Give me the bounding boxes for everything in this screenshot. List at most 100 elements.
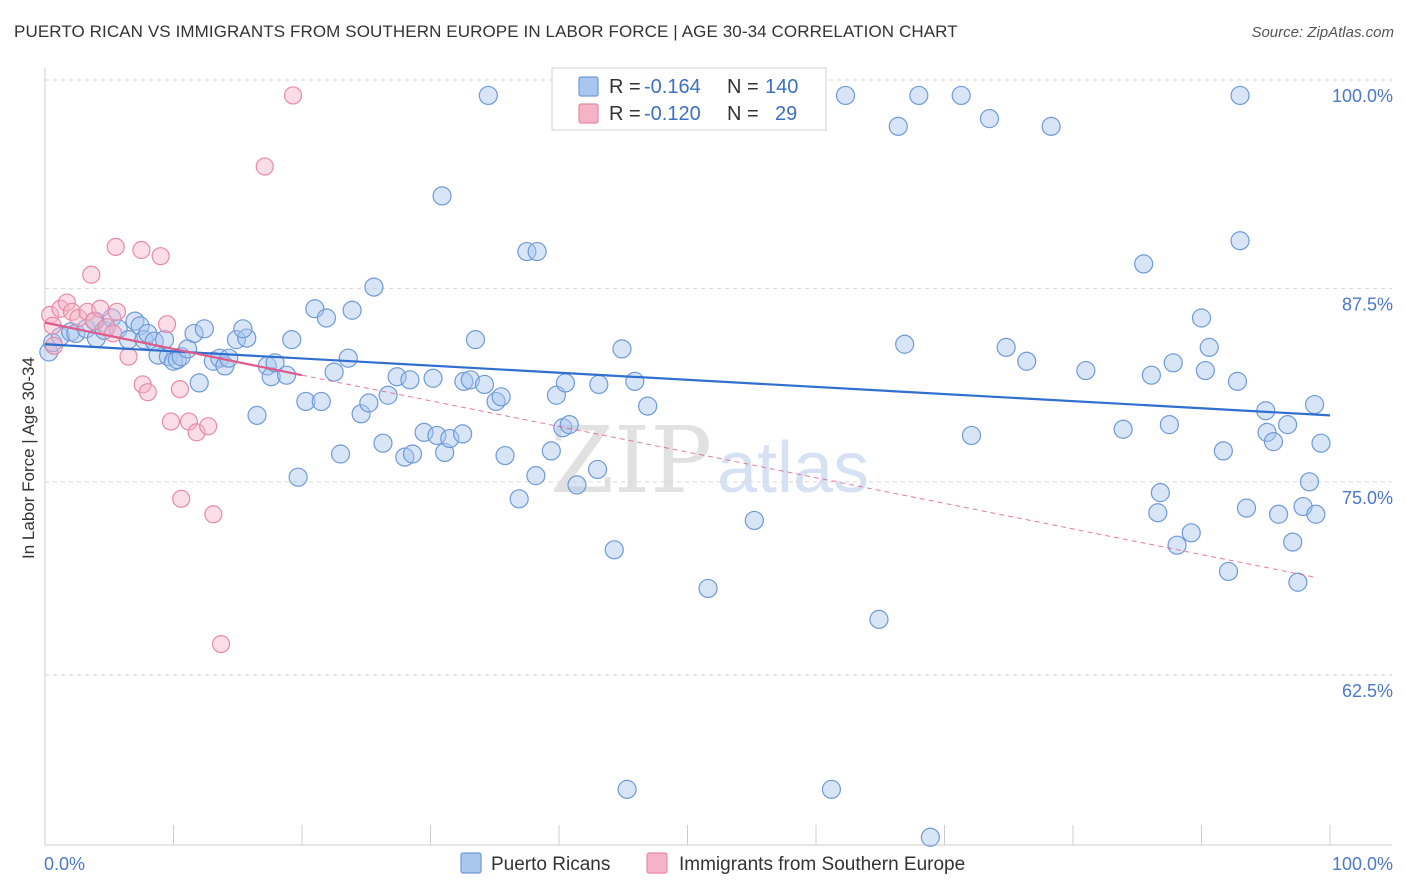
point-puerto-ricans-123 <box>1218 561 1239 582</box>
y-axis-label: In Labor Force | Age 30-34 <box>19 357 38 559</box>
legend-r-label-1: R = <box>609 76 641 98</box>
point-puerto-ricans-67 <box>465 330 486 350</box>
axes <box>44 68 1392 846</box>
point-puerto-ricans-56 <box>402 444 423 464</box>
point-puerto-ricans-75 <box>526 466 546 486</box>
point-puerto-ricans-113 <box>1148 503 1168 523</box>
point-puerto-ricans-80 <box>555 373 576 393</box>
point-puerto-ricans-86 <box>612 339 632 359</box>
point-puerto-ricans-103 <box>961 425 982 446</box>
trend-lines <box>44 321 1331 579</box>
trend-line-puerto-ricans <box>44 343 1331 417</box>
point-immigrants-19 <box>151 247 170 266</box>
point-puerto-ricans-130 <box>1263 432 1284 452</box>
point-puerto-ricans-44 <box>316 308 337 328</box>
point-puerto-ricans-126 <box>1236 498 1257 518</box>
bottom-legend: Puerto Ricans Immigrants from Southern E… <box>460 852 965 875</box>
point-puerto-ricans-71 <box>491 387 511 407</box>
point-puerto-ricans-101 <box>920 827 940 847</box>
point-puerto-ricans-24 <box>184 323 204 344</box>
point-puerto-ricans-87 <box>617 779 637 799</box>
point-puerto-ricans-118 <box>1181 523 1201 543</box>
point-immigrants-15 <box>119 347 138 366</box>
point-immigrants-23 <box>172 489 191 508</box>
point-puerto-ricans-38 <box>276 365 297 385</box>
point-puerto-ricans-110 <box>1113 419 1133 439</box>
point-puerto-ricans-104 <box>951 85 971 106</box>
legend-n-value-1: 140 <box>765 76 798 98</box>
legend: R = -0.164 N = 140 R = -0.120 N = 29 <box>551 67 827 131</box>
point-puerto-ricans-84 <box>589 374 609 395</box>
point-immigrants-20 <box>157 315 177 334</box>
grid-lines <box>45 79 1392 676</box>
legend-n-value-2: 29 <box>775 103 797 125</box>
bottom-legend-swatch-blue <box>460 852 482 874</box>
point-puerto-ricans-63 <box>440 428 460 449</box>
point-puerto-ricans-50 <box>359 393 379 413</box>
point-puerto-ricans-120 <box>1191 308 1212 328</box>
point-puerto-ricans-73 <box>509 489 529 509</box>
point-immigrants-30 <box>283 86 303 105</box>
point-puerto-ricans-122 <box>1213 441 1233 461</box>
point-immigrants-18 <box>138 383 157 402</box>
point-immigrants-13 <box>82 265 101 284</box>
point-puerto-ricans-77 <box>541 441 561 461</box>
point-immigrants-21 <box>161 412 181 431</box>
watermark: ZIP atlas <box>550 407 869 514</box>
point-puerto-ricans-93 <box>744 510 764 531</box>
watermark-zip: ZIP <box>550 407 712 514</box>
point-puerto-ricans-106 <box>996 337 1016 357</box>
trend-line-immigrants <box>44 321 303 377</box>
point-puerto-ricans-40 <box>288 467 308 487</box>
point-puerto-ricans-76 <box>527 241 547 262</box>
point-puerto-ricans-31 <box>226 330 247 350</box>
point-puerto-ricans-134 <box>1288 572 1308 592</box>
point-puerto-ricans-121 <box>1199 337 1219 357</box>
point-immigrants-25 <box>187 423 206 442</box>
x-tick-labels: 0.0% 100.0% <box>44 854 1393 874</box>
point-puerto-ricans-125 <box>1230 231 1250 251</box>
point-immigrants-28 <box>211 634 231 654</box>
point-immigrants-27 <box>204 505 223 524</box>
legend-r-value-1: -0.164 <box>644 76 701 98</box>
point-puerto-ricans-85 <box>604 540 624 560</box>
x-tick-label-1: 100.0% <box>1332 854 1393 874</box>
point-puerto-ricans-43 <box>311 391 331 412</box>
point-puerto-ricans-132 <box>1277 415 1298 435</box>
point-immigrants-14 <box>106 237 125 257</box>
point-puerto-ricans-98 <box>869 609 889 629</box>
bottom-legend-label-immigrants: Immigrants from Southern Europe <box>679 854 965 875</box>
point-puerto-ricans-131 <box>1268 504 1289 524</box>
y-tick-label-1: 75.0% <box>1342 488 1393 508</box>
point-puerto-ricans-82 <box>567 475 587 495</box>
chart-title: PUERTO RICAN VS IMMIGRANTS FROM SOUTHERN… <box>14 22 958 41</box>
series-puerto-ricans <box>39 85 1331 847</box>
point-puerto-ricans-127 <box>1230 85 1250 106</box>
point-puerto-ricans-139 <box>1304 394 1325 415</box>
point-immigrants-4 <box>57 293 76 312</box>
bottom-legend-swatch-pink <box>646 852 668 874</box>
point-puerto-ricans-26 <box>194 319 214 339</box>
watermark-atlas: atlas <box>717 428 869 508</box>
point-puerto-ricans-111 <box>1134 254 1154 274</box>
point-puerto-ricans-25 <box>189 373 209 393</box>
point-puerto-ricans-133 <box>1283 532 1303 552</box>
point-puerto-ricans-72 <box>495 445 515 466</box>
point-puerto-ricans-39 <box>282 330 302 350</box>
point-puerto-ricans-51 <box>364 277 384 297</box>
point-puerto-ricans-137 <box>1306 504 1326 524</box>
point-immigrants-29 <box>255 157 274 176</box>
point-puerto-ricans-61 <box>432 186 452 206</box>
point-puerto-ricans-88 <box>625 371 645 391</box>
point-immigrants-11 <box>104 324 123 343</box>
series-immigrants-southern-europe <box>41 86 303 654</box>
point-puerto-ricans-34 <box>247 405 267 425</box>
point-puerto-ricans-116 <box>1163 353 1183 373</box>
point-puerto-ricans-89 <box>638 396 658 416</box>
legend-swatch-pink <box>578 103 599 124</box>
point-puerto-ricans-92 <box>698 578 718 599</box>
point-puerto-ricans-57 <box>400 370 420 390</box>
point-puerto-ricans-59 <box>423 368 443 388</box>
point-puerto-ricans-83 <box>587 459 608 480</box>
y-tick-label-2: 87.5% <box>1342 295 1393 315</box>
